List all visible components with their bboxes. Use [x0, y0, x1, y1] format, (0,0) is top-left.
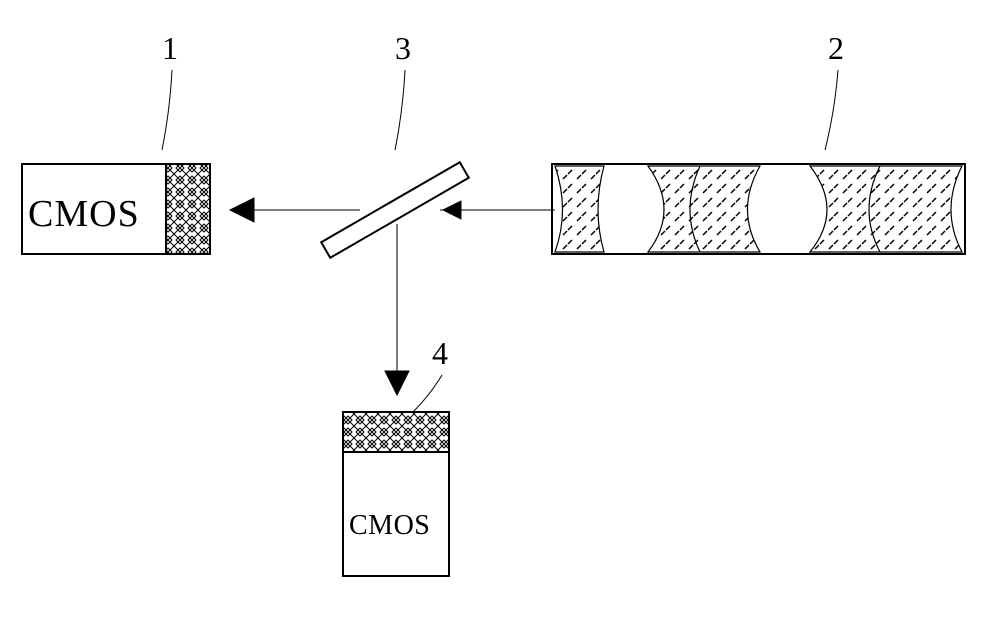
rays — [230, 198, 555, 395]
diagram-svg — [0, 0, 1000, 628]
cmos2-filter — [343, 412, 449, 452]
cmos2-label: CMOS — [349, 510, 430, 542]
callout-2: 2 — [828, 30, 844, 67]
lead-2 — [825, 70, 838, 150]
callout-1: 1 — [162, 30, 178, 67]
callout-3: 3 — [395, 30, 411, 67]
lens-element-2a — [648, 166, 760, 252]
arrowhead-cmos1 — [230, 198, 254, 222]
lead-1 — [162, 70, 172, 150]
cmos1-filter — [166, 164, 210, 254]
cmos2-assembly — [343, 412, 449, 576]
diagram-stage: 1 2 3 4 CMOS CMOS — [0, 0, 1000, 628]
lead-3 — [395, 70, 405, 150]
lead-4 — [413, 375, 442, 412]
callout-4: 4 — [432, 335, 448, 372]
lens-element-1 — [555, 166, 604, 252]
cmos1-label: CMOS — [28, 192, 140, 236]
lens-assembly — [552, 164, 965, 254]
arrowhead-cmos2 — [385, 371, 409, 395]
lens-element-3a — [810, 166, 962, 252]
arrowhead-in — [443, 201, 461, 219]
